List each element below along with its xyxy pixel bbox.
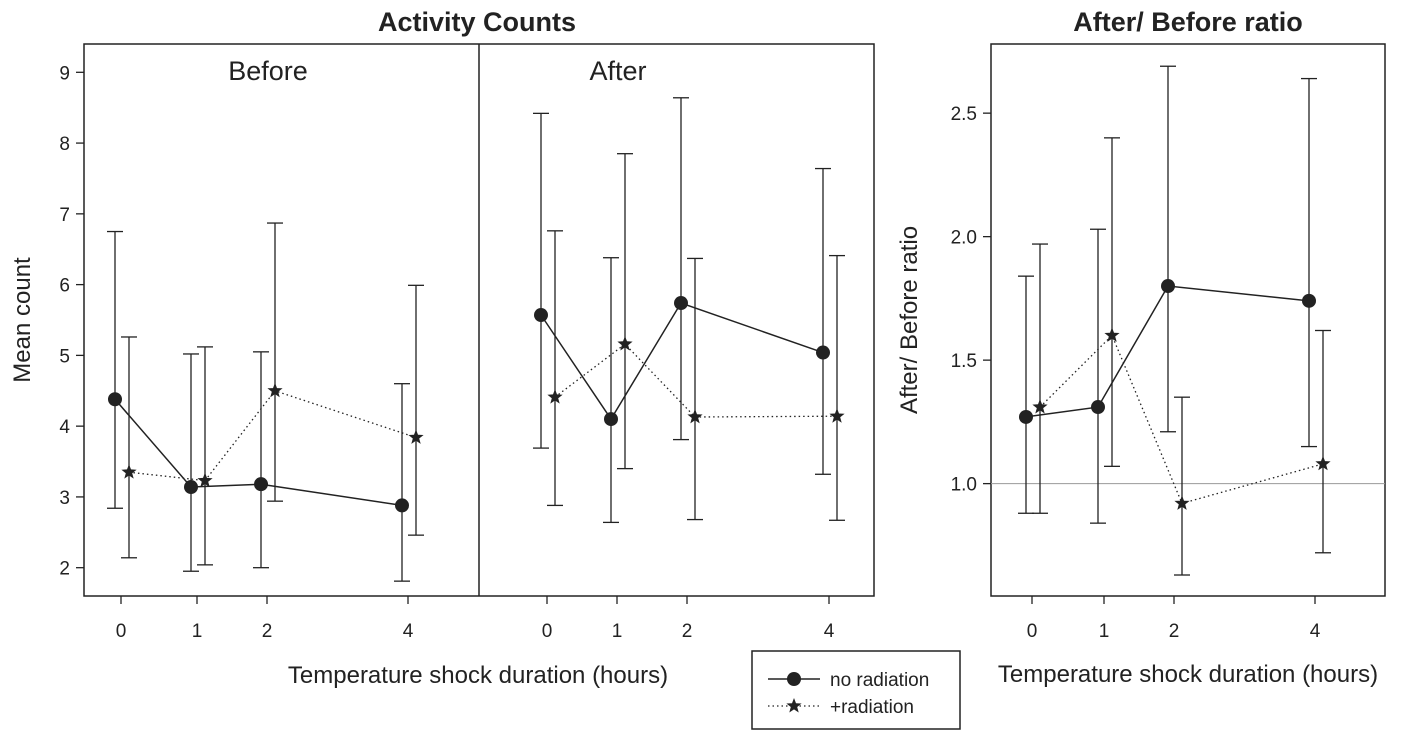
activity-y-tick-label: 2 <box>59 559 70 580</box>
before-radiation-point <box>197 472 213 488</box>
activity-y-axis-label: Mean count <box>9 257 36 383</box>
activity-y-tick-label: 9 <box>59 63 70 84</box>
after-plot-area <box>533 97 845 524</box>
panel-label-after: After <box>589 56 646 86</box>
after-radiation-point <box>547 389 563 404</box>
before-no-radiation-line <box>114 398 403 507</box>
legend-marker-circle-icon <box>787 672 801 686</box>
ratio-frame <box>990 43 1386 597</box>
after-radiation-point <box>617 336 633 351</box>
ratio-y-tick-label: 2.5 <box>951 104 977 125</box>
legend-label-radiation: +radiation <box>830 697 914 718</box>
before-x-tick-label: 2 <box>262 621 273 642</box>
ratio-radiation-point <box>1315 455 1331 471</box>
legend: no radiation +radiation <box>751 650 961 730</box>
before-radiation-line <box>128 390 417 482</box>
after-x-tick-label: 0 <box>542 621 553 642</box>
ratio-no-radiation-point <box>1302 293 1316 308</box>
activity-y-tick-label: 5 <box>59 346 70 367</box>
after-x-tick-label: 4 <box>824 621 835 642</box>
ratio-no-radiation-point <box>1091 400 1105 415</box>
ratio-radiation-line <box>1039 334 1324 505</box>
ratio-no-radiation-point <box>1019 409 1033 424</box>
ratio-radiation-point <box>1032 399 1048 414</box>
legend-marker-star-icon <box>786 698 802 713</box>
activity-counts-title: Activity Counts <box>378 7 576 37</box>
ratio-x-tick-label: 4 <box>1310 621 1321 642</box>
before-radiation-point <box>267 382 283 398</box>
after-no-radiation-point <box>604 412 618 427</box>
ratio-y-axis: 1.0 1.5 2.0 2.5 <box>951 104 991 496</box>
ratio-x-tick-label: 0 <box>1027 621 1038 642</box>
after-no-radiation-point <box>534 308 548 323</box>
ratio-plot-area <box>991 65 1385 576</box>
ratio-no-radiation-line <box>1025 285 1310 418</box>
ratio-y-tick-label: 2.0 <box>951 228 977 249</box>
activity-y-tick-label: 4 <box>59 417 70 438</box>
after-x-tick-label: 1 <box>612 621 623 642</box>
ratio-title: After/ Before ratio <box>1073 7 1303 37</box>
after-radiation-point <box>829 408 845 423</box>
activity-y-tick-label: 8 <box>59 134 70 155</box>
ratio-x-axis: 0 1 2 4 <box>1027 596 1321 642</box>
after-x-tick-label: 2 <box>682 621 693 642</box>
activity-counts-chart: Activity Counts Before After 2 3 4 5 6 7 8 9 Me… <box>9 7 875 689</box>
ratio-no-radiation-point <box>1161 279 1175 294</box>
before-x-tick-label: 0 <box>116 621 127 642</box>
before-no-radiation-point <box>395 498 409 513</box>
before-plot-area <box>107 222 424 582</box>
after-radiation-point <box>687 409 703 424</box>
ratio-x-tick-label: 1 <box>1099 621 1110 642</box>
after-x-axis: 0 1 2 4 <box>542 596 835 642</box>
panel-label-before: Before <box>228 56 308 86</box>
activity-x-axis-label: Temperature shock duration (hours) <box>288 662 668 689</box>
ratio-x-axis-label: Temperature shock duration (hours) <box>998 661 1378 688</box>
before-no-radiation-point <box>184 480 198 495</box>
ratio-radiation-point <box>1174 495 1190 510</box>
before-radiation-point <box>408 429 424 444</box>
after-radiation-line <box>554 343 838 418</box>
ratio-y-tick-label: 1.0 <box>951 475 977 496</box>
before-x-tick-label: 4 <box>403 621 414 642</box>
activity-y-tick-label: 7 <box>59 205 70 226</box>
activity-y-tick-label: 3 <box>59 488 70 509</box>
before-x-axis: 0 1 2 4 <box>116 596 414 642</box>
activity-y-tick-label: 6 <box>59 276 70 297</box>
after-no-radiation-point <box>816 345 830 360</box>
after-no-radiation-line <box>540 302 824 421</box>
before-x-tick-label: 1 <box>192 621 203 642</box>
ratio-radiation-point <box>1104 327 1120 342</box>
activity-y-axis: 2 3 4 5 6 7 8 9 <box>59 63 84 580</box>
ratio-x-tick-label: 2 <box>1169 621 1180 642</box>
legend-label-no-radiation: no radiation <box>830 670 929 691</box>
legend-box <box>751 650 961 730</box>
before-radiation-point <box>121 464 137 479</box>
before-no-radiation-point <box>254 477 268 492</box>
ratio-chart: After/ Before ratio 1.0 1.5 2.0 2.5 After/ … <box>896 7 1386 688</box>
before-no-radiation-point <box>108 392 122 407</box>
ratio-y-axis-label: After/ Before ratio <box>896 226 923 414</box>
after-no-radiation-point <box>674 296 688 311</box>
ratio-y-tick-label: 1.5 <box>951 351 977 372</box>
